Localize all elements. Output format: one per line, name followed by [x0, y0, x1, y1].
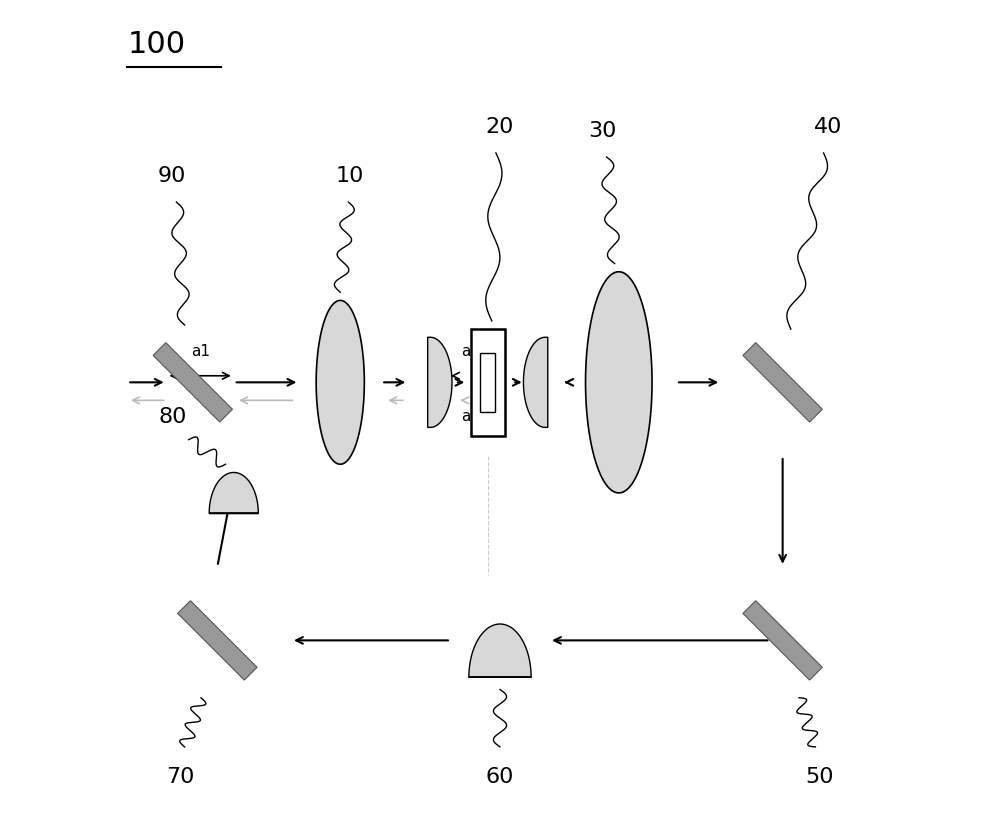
Bar [480, 353, 495, 412]
Bar [471, 329, 505, 436]
Text: 100: 100 [127, 30, 185, 59]
Polygon shape [523, 337, 548, 427]
Polygon shape [469, 624, 531, 677]
Text: a1: a1 [191, 344, 210, 359]
Polygon shape [743, 343, 822, 422]
Text: 20: 20 [486, 117, 514, 136]
Text: 90: 90 [158, 166, 186, 186]
Text: 80: 80 [158, 408, 186, 427]
Text: 10: 10 [336, 166, 364, 186]
Polygon shape [428, 337, 452, 427]
Text: 40: 40 [814, 117, 842, 136]
Text: 50: 50 [805, 768, 834, 787]
Text: 70: 70 [166, 768, 195, 787]
Polygon shape [209, 473, 258, 514]
Text: 60: 60 [486, 768, 514, 787]
Polygon shape [743, 601, 822, 680]
Text: 30: 30 [588, 121, 617, 141]
Polygon shape [178, 601, 257, 680]
Polygon shape [153, 343, 232, 422]
Polygon shape [586, 272, 652, 493]
Text: a2: a2 [461, 409, 480, 423]
Text: a1: a1 [461, 344, 480, 359]
Polygon shape [316, 300, 364, 464]
